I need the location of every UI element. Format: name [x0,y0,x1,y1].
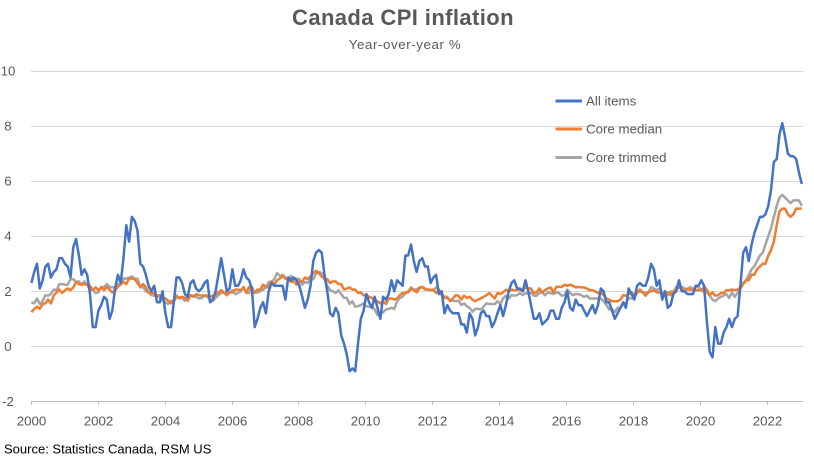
svg-text:2012: 2012 [418,414,448,429]
svg-text:2008: 2008 [284,414,314,429]
svg-text:Core trimmed: Core trimmed [586,150,667,165]
svg-text:2002: 2002 [84,414,114,429]
svg-text:Source: Statistics Canada, RSM: Source: Statistics Canada, RSM US [4,442,212,457]
svg-text:-2: -2 [2,394,14,409]
svg-text:10: 10 [1,63,16,78]
svg-text:6: 6 [4,174,11,189]
svg-text:2000: 2000 [17,414,47,429]
svg-text:0: 0 [4,339,11,354]
svg-text:2016: 2016 [552,414,582,429]
svg-text:2004: 2004 [151,414,181,429]
svg-text:Canada CPI inflation: Canada CPI inflation [292,5,514,30]
svg-text:4: 4 [4,229,11,244]
svg-text:Core median: Core median [586,122,662,137]
svg-text:2018: 2018 [619,414,649,429]
svg-text:2006: 2006 [218,414,248,429]
svg-text:2022: 2022 [753,414,783,429]
svg-text:2010: 2010 [351,414,381,429]
svg-text:Year-over-year %: Year-over-year % [349,37,462,52]
svg-text:All items: All items [586,94,637,109]
svg-text:8: 8 [4,119,11,134]
svg-text:2014: 2014 [485,414,515,429]
svg-text:2: 2 [4,284,11,299]
svg-text:2020: 2020 [686,414,716,429]
